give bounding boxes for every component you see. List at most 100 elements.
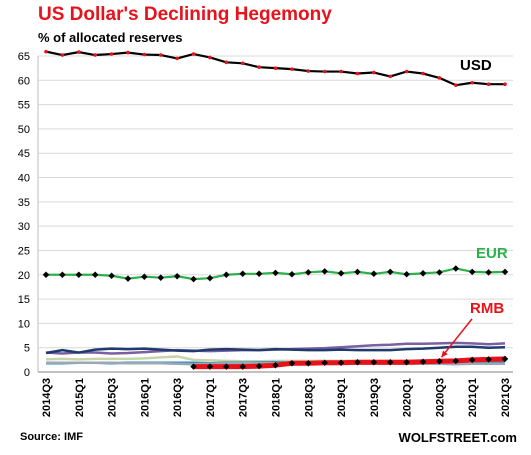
y-tick-label: 40: [18, 173, 30, 185]
data-point: [223, 363, 230, 370]
data-point: [44, 49, 48, 54]
x-tick-label: 2020Q1: [402, 378, 414, 417]
y-tick-label: 65: [18, 51, 30, 63]
data-point: [370, 270, 378, 278]
data-point: [322, 69, 327, 74]
data-point: [354, 359, 361, 366]
y-tick-label: 20: [18, 270, 30, 282]
data-point: [403, 271, 410, 278]
data-point: [419, 270, 427, 277]
data-point: [224, 60, 229, 65]
series-line-other: [45, 345, 506, 355]
series-label-eur: EUR: [476, 245, 508, 262]
data-point: [419, 358, 427, 366]
x-tick-label: 2016Q3: [172, 378, 184, 417]
data-point: [403, 359, 410, 366]
data-point: [109, 52, 114, 56]
x-tick-label: 2018Q1: [271, 378, 283, 417]
data-point: [321, 268, 328, 275]
data-point: [305, 359, 312, 367]
data-point: [175, 56, 179, 61]
data-point: [141, 273, 148, 280]
data-point: [290, 67, 294, 71]
data-point: [370, 359, 378, 366]
y-tick-label: 60: [18, 75, 30, 87]
data-point: [404, 69, 409, 74]
data-point: [206, 363, 214, 370]
data-point: [157, 274, 165, 281]
data-point: [240, 61, 245, 66]
data-point: [173, 272, 181, 280]
data-point: [223, 271, 230, 279]
y-tick-label: 25: [18, 245, 30, 257]
data-point: [486, 82, 491, 86]
data-point: [206, 274, 214, 282]
data-point: [190, 275, 197, 283]
data-point: [93, 53, 97, 57]
y-tick-label: 10: [18, 318, 30, 330]
data-point: [501, 268, 509, 276]
data-point: [191, 52, 196, 56]
x-tick-label: 2020Q3: [434, 378, 446, 417]
data-point: [108, 272, 115, 279]
data-point: [436, 358, 443, 365]
data-point: [273, 66, 278, 70]
rmb-arrowhead: [441, 350, 448, 358]
data-point: [75, 271, 83, 279]
y-tick-label: 45: [18, 148, 30, 160]
data-point: [255, 270, 263, 278]
data-point: [321, 359, 328, 367]
data-point: [257, 65, 261, 69]
data-point: [452, 265, 460, 272]
data-point: [124, 275, 132, 282]
data-point: [436, 269, 443, 276]
x-tick-label: 2021Q3: [500, 378, 512, 417]
y-axis-label: % of allocated reserves: [38, 30, 183, 45]
data-point: [386, 359, 394, 366]
data-point: [306, 69, 311, 73]
data-point: [60, 53, 65, 57]
y-tick-label: 50: [18, 124, 30, 136]
data-point: [255, 362, 263, 370]
data-point: [208, 55, 212, 60]
y-tick-label: 35: [18, 197, 30, 209]
data-point: [239, 363, 246, 370]
data-point: [437, 76, 442, 80]
brand-watermark: WOLFSTREET.com: [398, 430, 517, 445]
x-tick-label: 2015Q3: [107, 378, 119, 417]
data-point: [339, 69, 343, 74]
data-point: [142, 52, 147, 57]
x-tick-label: 2019Q3: [369, 378, 381, 417]
data-point: [239, 270, 246, 278]
data-point: [388, 74, 393, 79]
x-tick-label: 2015Q1: [74, 378, 86, 417]
y-tick-label: 0: [24, 367, 30, 379]
data-point: [485, 269, 492, 276]
x-tick-label: 2017Q1: [205, 378, 217, 417]
x-tick-label: 2016Q1: [139, 378, 151, 417]
y-tick-label: 30: [18, 221, 30, 233]
data-point: [386, 268, 394, 276]
data-point: [272, 361, 279, 369]
data-point: [470, 80, 475, 85]
x-tick-label: 2021Q1: [467, 378, 479, 417]
source-note: Source: IMF: [20, 431, 83, 443]
data-point: [126, 50, 130, 55]
data-point: [42, 271, 50, 279]
x-tick-label: 2017Q3: [238, 378, 250, 417]
data-point: [337, 359, 345, 367]
data-point: [354, 268, 361, 276]
data-point: [454, 83, 458, 87]
series-label-usd: USD: [460, 57, 492, 74]
data-point: [288, 271, 296, 278]
data-point: [190, 363, 197, 370]
data-point: [305, 269, 312, 276]
data-point: [355, 71, 360, 76]
data-point: [501, 355, 509, 363]
x-tick-label: 2018Q3: [303, 378, 315, 417]
data-point: [76, 50, 81, 54]
data-point: [288, 359, 296, 367]
data-point: [485, 356, 492, 363]
x-tick-label: 2019Q1: [336, 378, 348, 417]
